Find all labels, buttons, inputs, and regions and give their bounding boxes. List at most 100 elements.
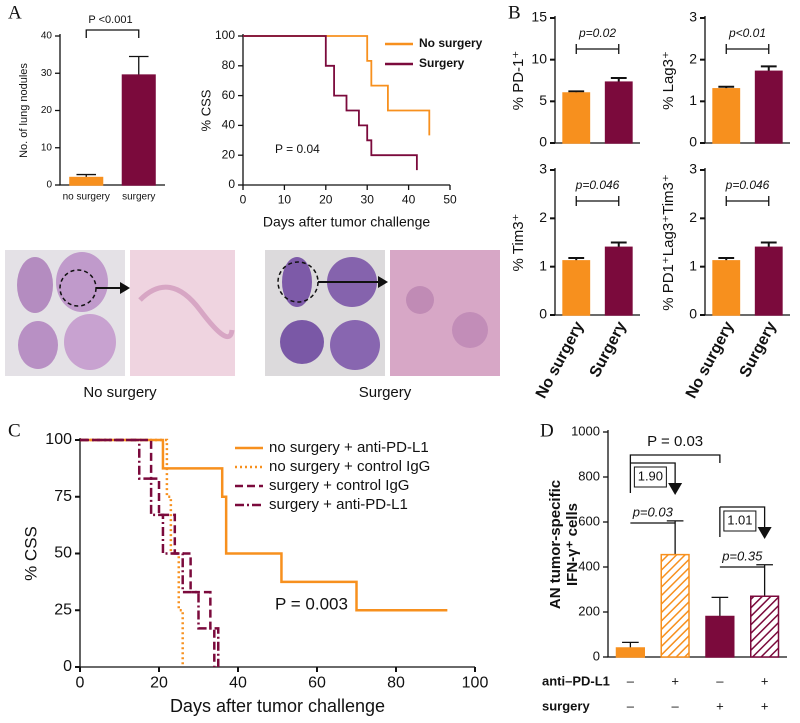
y-axis-label: IFN-γ⁺ cells bbox=[564, 503, 581, 586]
y-axis-label: No. of lung nodules bbox=[18, 63, 30, 158]
x-tick-label: 80 bbox=[387, 674, 405, 691]
photo-surgery bbox=[265, 250, 500, 376]
y-tick-label: 2 bbox=[539, 209, 547, 225]
x-tick-label: 20 bbox=[150, 674, 168, 691]
table-cell: – bbox=[627, 673, 635, 688]
y-tick-label: 200 bbox=[578, 603, 600, 618]
label-box bbox=[633, 466, 667, 488]
y-tick-label: 15 bbox=[531, 9, 547, 25]
x-tick-label: Surgery bbox=[737, 319, 780, 380]
bar bbox=[562, 92, 591, 144]
y-tick-label: 50 bbox=[54, 545, 72, 562]
table-cell: + bbox=[671, 673, 679, 688]
label-box bbox=[723, 510, 757, 532]
x-tick-label: No surgery bbox=[533, 319, 588, 402]
y-tick-label: 0 bbox=[539, 134, 547, 150]
y-tick-label: 3 bbox=[689, 161, 697, 177]
y-tick-label: 30 bbox=[41, 68, 53, 79]
bar bbox=[712, 88, 741, 144]
y-tick-label: 0 bbox=[228, 177, 235, 191]
y-tick-label: 1 bbox=[689, 92, 697, 108]
table-cell: – bbox=[672, 698, 680, 713]
survival-line bbox=[80, 438, 220, 667]
photo-caption: No surgery bbox=[83, 384, 157, 401]
x-tick-label: surgery bbox=[122, 192, 155, 203]
bar bbox=[121, 74, 156, 186]
arrow-head bbox=[757, 527, 772, 539]
x-axis-label: Days after tumor challenge bbox=[263, 214, 431, 230]
panel-letter: C bbox=[8, 420, 21, 441]
y-tick-label: 1000 bbox=[571, 423, 600, 438]
y-tick-label: 60 bbox=[222, 88, 236, 102]
x-tick-label: 40 bbox=[402, 193, 416, 207]
table-cell: – bbox=[716, 673, 724, 688]
table-cell: – bbox=[627, 698, 635, 713]
annotation: p=0.35 bbox=[721, 548, 763, 563]
y-tick-label: 100 bbox=[215, 28, 235, 42]
row-label: surgery bbox=[542, 698, 590, 713]
legend-label: surgery + control IgG bbox=[269, 477, 409, 494]
significance-bracket bbox=[575, 44, 620, 54]
y-tick-label: 25 bbox=[54, 601, 72, 618]
fold-change-arrow bbox=[719, 506, 766, 537]
y-tick-label: 2 bbox=[689, 209, 697, 225]
bar bbox=[754, 246, 783, 316]
survival-line bbox=[243, 35, 431, 136]
significance-bracket bbox=[725, 196, 770, 206]
annotation: P <0.001 bbox=[88, 14, 132, 26]
significance-bracket bbox=[85, 29, 140, 38]
photo-no-surgery bbox=[5, 250, 235, 376]
annotation: 1.01 bbox=[727, 512, 752, 527]
x-tick-label: No surgery bbox=[683, 319, 738, 402]
y-axis-label: AN tumor-specific bbox=[547, 480, 564, 609]
arrow-head bbox=[668, 483, 683, 495]
y-tick-label: 3 bbox=[689, 9, 697, 25]
y-tick-label: 40 bbox=[41, 31, 53, 42]
y-tick-label: 1 bbox=[539, 257, 547, 273]
bar bbox=[615, 647, 645, 658]
legend-label: Surgery bbox=[419, 56, 465, 70]
panel-letter: A bbox=[8, 2, 22, 23]
y-tick-label: 20 bbox=[41, 105, 53, 116]
significance-bracket bbox=[575, 196, 620, 206]
y-tick-label: 10 bbox=[41, 142, 53, 153]
y-tick-label: 0 bbox=[539, 306, 547, 322]
significance-bracket bbox=[725, 44, 770, 54]
bar bbox=[750, 595, 780, 658]
x-tick-label: no surgery bbox=[63, 192, 110, 203]
row-label: anti–PD-L1 bbox=[542, 673, 610, 688]
panel-letter: B bbox=[508, 2, 521, 23]
x-tick-label: 10 bbox=[278, 193, 292, 207]
fold-change-arrow bbox=[629, 462, 676, 493]
panel-letter: D bbox=[540, 420, 554, 441]
y-tick-label: 10 bbox=[531, 50, 547, 66]
x-tick-label: 30 bbox=[361, 193, 375, 207]
bar bbox=[604, 246, 633, 316]
legend-label: surgery + anti-PD-L1 bbox=[269, 496, 408, 513]
annotation: p=0.02 bbox=[578, 26, 616, 40]
x-tick-label: 40 bbox=[229, 674, 247, 691]
y-tick-label: 0 bbox=[689, 134, 697, 150]
table-cell: + bbox=[716, 698, 724, 713]
y-tick-label: 80 bbox=[222, 58, 236, 72]
x-tick-label: 0 bbox=[240, 193, 247, 207]
annotation: p=0.046 bbox=[725, 178, 770, 192]
x-tick-label: Surgery bbox=[587, 319, 630, 380]
table-cell: + bbox=[761, 673, 769, 688]
y-tick-label: 0 bbox=[593, 648, 600, 663]
annotation: p=0.03 bbox=[632, 504, 674, 519]
legend-label: no surgery + control IgG bbox=[269, 458, 430, 475]
significance-bracket bbox=[629, 454, 721, 463]
y-tick-label: 100 bbox=[45, 431, 72, 448]
y-tick-label: 2 bbox=[689, 50, 697, 66]
y-tick-label: 0 bbox=[46, 180, 52, 191]
y-tick-label: 20 bbox=[222, 147, 236, 161]
x-tick-label: 50 bbox=[443, 193, 457, 207]
y-tick-label: 600 bbox=[578, 513, 600, 528]
x-axis-label: Days after tumor challenge bbox=[170, 696, 385, 716]
bar bbox=[562, 260, 591, 316]
y-tick-label: 3 bbox=[539, 161, 547, 177]
bar bbox=[69, 176, 104, 186]
y-tick-label: 5 bbox=[539, 92, 547, 108]
